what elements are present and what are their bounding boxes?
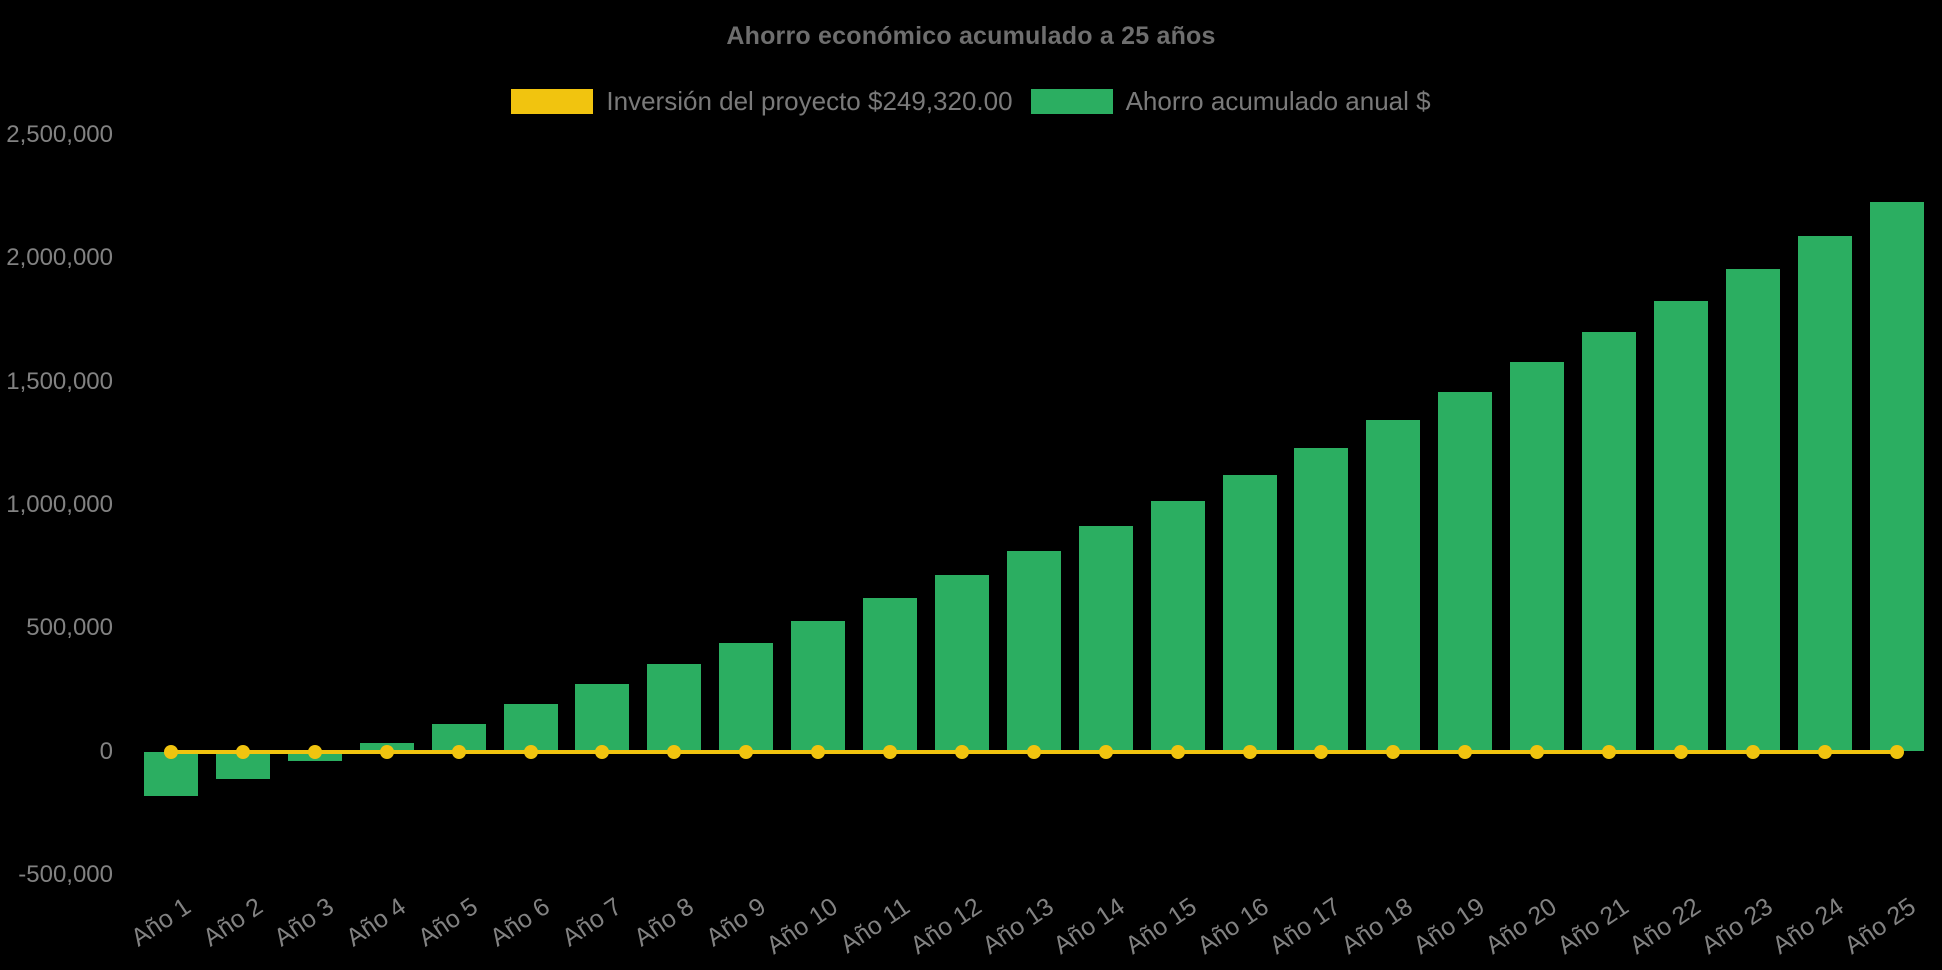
x-axis-label-ano-6: Año 6 <box>485 892 556 953</box>
y-axis-tick-label: 500,000 <box>26 614 113 642</box>
y-axis-tick-label: 1,000,000 <box>6 490 113 518</box>
bar-ano-22[interactable] <box>1653 300 1708 752</box>
legend-item-inversion[interactable]: Inversión del proyecto $249,320.00 <box>511 86 1013 117</box>
investment-line-marker-ano-6[interactable] <box>523 744 538 759</box>
legend-label-inversion: Inversión del proyecto $249,320.00 <box>606 86 1013 116</box>
x-axis-label-ano-10: Año 10 <box>761 892 843 960</box>
x-axis-label-ano-18: Año 18 <box>1336 892 1418 960</box>
bar-ano-17[interactable] <box>1294 448 1349 752</box>
y-axis-tick-label: -500,000 <box>18 860 113 888</box>
investment-line-marker-ano-10[interactable] <box>811 744 826 759</box>
x-axis-label-ano-7: Año 7 <box>557 892 627 953</box>
bar-ano-25[interactable] <box>1869 201 1924 752</box>
investment-line-marker-ano-1[interactable] <box>164 744 178 759</box>
bar-ano-8[interactable] <box>647 663 702 752</box>
x-axis-label-ano-1: Año 1 <box>125 892 196 953</box>
x-axis-label-ano-13: Año 13 <box>976 892 1059 960</box>
investment-line-marker-ano-2[interactable] <box>235 744 250 759</box>
legend-swatch-ahorro <box>1030 89 1113 114</box>
investment-line-marker-ano-9[interactable] <box>739 744 754 759</box>
legend: Inversión del proyecto $249,320.00 Ahorro… <box>0 86 1942 117</box>
investment-line-marker-ano-5[interactable] <box>451 744 466 759</box>
x-axis-label-ano-3: Año 3 <box>269 892 340 953</box>
x-axis-label-ano-15: Año 15 <box>1120 892 1203 960</box>
x-axis-label-ano-9: Año 9 <box>700 892 771 953</box>
bar-ano-23[interactable] <box>1725 268 1780 752</box>
y-axis-tick-label: 0 <box>99 737 113 765</box>
investment-line-marker-ano-11[interactable] <box>883 744 897 759</box>
bar-ano-7[interactable] <box>575 684 630 752</box>
investment-line-marker-ano-18[interactable] <box>1386 744 1401 759</box>
x-axis-label-ano-23: Año 23 <box>1695 892 1778 960</box>
x-axis-label-ano-25: Año 25 <box>1839 892 1922 960</box>
x-axis-label-ano-8: Año 8 <box>629 892 699 953</box>
investment-line-marker-ano-17[interactable] <box>1314 744 1329 759</box>
bar-ano-10[interactable] <box>791 620 846 752</box>
bar-ano-9[interactable] <box>719 642 774 752</box>
y-axis-tick-label: 2,000,000 <box>6 244 113 272</box>
bar-ano-24[interactable] <box>1797 235 1852 752</box>
bar-ano-13[interactable] <box>1006 551 1061 752</box>
investment-line-marker-ano-14[interactable] <box>1098 744 1113 759</box>
bar-ano-11[interactable] <box>863 598 917 752</box>
bar-ano-16[interactable] <box>1222 475 1277 752</box>
bar-ano-15[interactable] <box>1150 501 1205 752</box>
investment-line-marker-ano-23[interactable] <box>1745 744 1760 759</box>
x-axis-label-ano-4: Año 4 <box>341 892 412 953</box>
investment-line-marker-ano-22[interactable] <box>1673 744 1688 759</box>
investment-line-marker-ano-8[interactable] <box>667 744 682 759</box>
investment-line-marker-ano-7[interactable] <box>595 744 610 759</box>
bar-ano-1[interactable] <box>144 751 198 797</box>
y-axis-tick-label: 1,500,000 <box>6 367 113 395</box>
legend-item-ahorro[interactable]: Ahorro acumulado anual $ <box>1030 86 1431 117</box>
x-axis-label-ano-16: Año 16 <box>1192 892 1275 960</box>
bar-ano-20[interactable] <box>1510 362 1565 752</box>
x-axis-label-ano-2: Año 2 <box>197 892 268 953</box>
investment-line-marker-ano-12[interactable] <box>954 744 969 759</box>
bar-ano-21[interactable] <box>1582 332 1636 752</box>
y-axis-tick-label: 2,500,000 <box>6 121 113 148</box>
investment-line-marker-ano-13[interactable] <box>1026 744 1041 759</box>
x-axis-label-ano-19: Año 19 <box>1408 892 1490 960</box>
investment-line-marker-ano-25[interactable] <box>1889 744 1904 759</box>
legend-label-ahorro: Ahorro acumulado anual $ <box>1125 86 1431 116</box>
x-axis-label-ano-22: Año 22 <box>1624 892 1706 960</box>
x-axis-label-ano-14: Año 14 <box>1048 892 1131 960</box>
bar-ano-18[interactable] <box>1366 420 1421 752</box>
x-axis-label-ano-20: Año 20 <box>1480 892 1562 960</box>
investment-line-marker-ano-24[interactable] <box>1817 744 1832 759</box>
bar-ano-14[interactable] <box>1078 526 1133 752</box>
investment-line-marker-ano-4[interactable] <box>379 744 394 759</box>
x-axis-label-ano-11: Año 11 <box>834 892 915 959</box>
x-axis-label-ano-21: Año 21 <box>1552 892 1634 960</box>
bar-ano-12[interactable] <box>934 574 989 752</box>
investment-line-marker-ano-3[interactable] <box>307 744 322 759</box>
bar-ano-19[interactable] <box>1438 391 1493 752</box>
chart-title: Ahorro económico acumulado a 25 años <box>726 22 1216 50</box>
investment-line-marker-ano-15[interactable] <box>1170 744 1185 759</box>
bar-ano-6[interactable] <box>503 704 558 752</box>
x-axis-label-ano-17: Año 17 <box>1264 892 1346 960</box>
x-axis-label-ano-12: Año 12 <box>905 892 987 960</box>
investment-line-marker-ano-20[interactable] <box>1530 744 1545 759</box>
x-axis-label-ano-5: Año 5 <box>413 892 484 953</box>
investment-line-marker-ano-19[interactable] <box>1458 744 1473 759</box>
investment-line-marker-ano-16[interactable] <box>1242 744 1257 759</box>
x-axis-label-ano-24: Año 24 <box>1767 892 1850 960</box>
legend-swatch-inversion <box>511 89 594 114</box>
investment-line-marker-ano-21[interactable] <box>1602 744 1616 759</box>
